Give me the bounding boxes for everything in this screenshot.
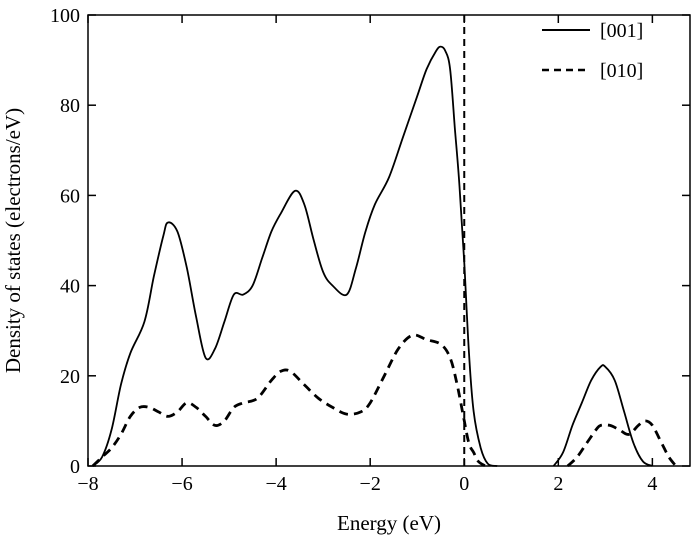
x-tick-label: 0 — [459, 473, 469, 495]
x-tick-label: −4 — [265, 473, 286, 495]
x-tick-label: −8 — [77, 473, 98, 495]
axes — [87, 14, 691, 467]
x-tick-label: −2 — [360, 473, 381, 495]
y-tick-label: 60 — [60, 185, 80, 207]
series-line-010-segment-0 — [91, 333, 487, 468]
series-line-010-segment-1 — [566, 419, 677, 468]
y-tick-label: 40 — [60, 276, 80, 298]
x-tick-label: 2 — [553, 473, 563, 495]
legend: [001] [010] — [542, 20, 643, 82]
y-tick-label: 80 — [60, 95, 80, 117]
x-tick-label: −6 — [171, 473, 192, 495]
legend-label-001: [001] — [600, 20, 643, 42]
ticks — [87, 14, 690, 467]
series-line-001-segment-0 — [92, 45, 498, 467]
series-layer — [91, 45, 677, 468]
x-axis-title: Energy (eV) — [337, 511, 441, 535]
y-tick-label: 20 — [60, 366, 80, 388]
legend-label-010: [010] — [600, 60, 643, 82]
y-axis-title: Density of states (electrons/eV) — [1, 108, 25, 373]
y-tick-label: 0 — [70, 456, 80, 478]
x-tick-label: 4 — [647, 473, 657, 495]
plot-frame — [87, 14, 691, 467]
series-line-001-segment-1 — [552, 364, 653, 467]
y-tick-label: 100 — [50, 5, 80, 27]
